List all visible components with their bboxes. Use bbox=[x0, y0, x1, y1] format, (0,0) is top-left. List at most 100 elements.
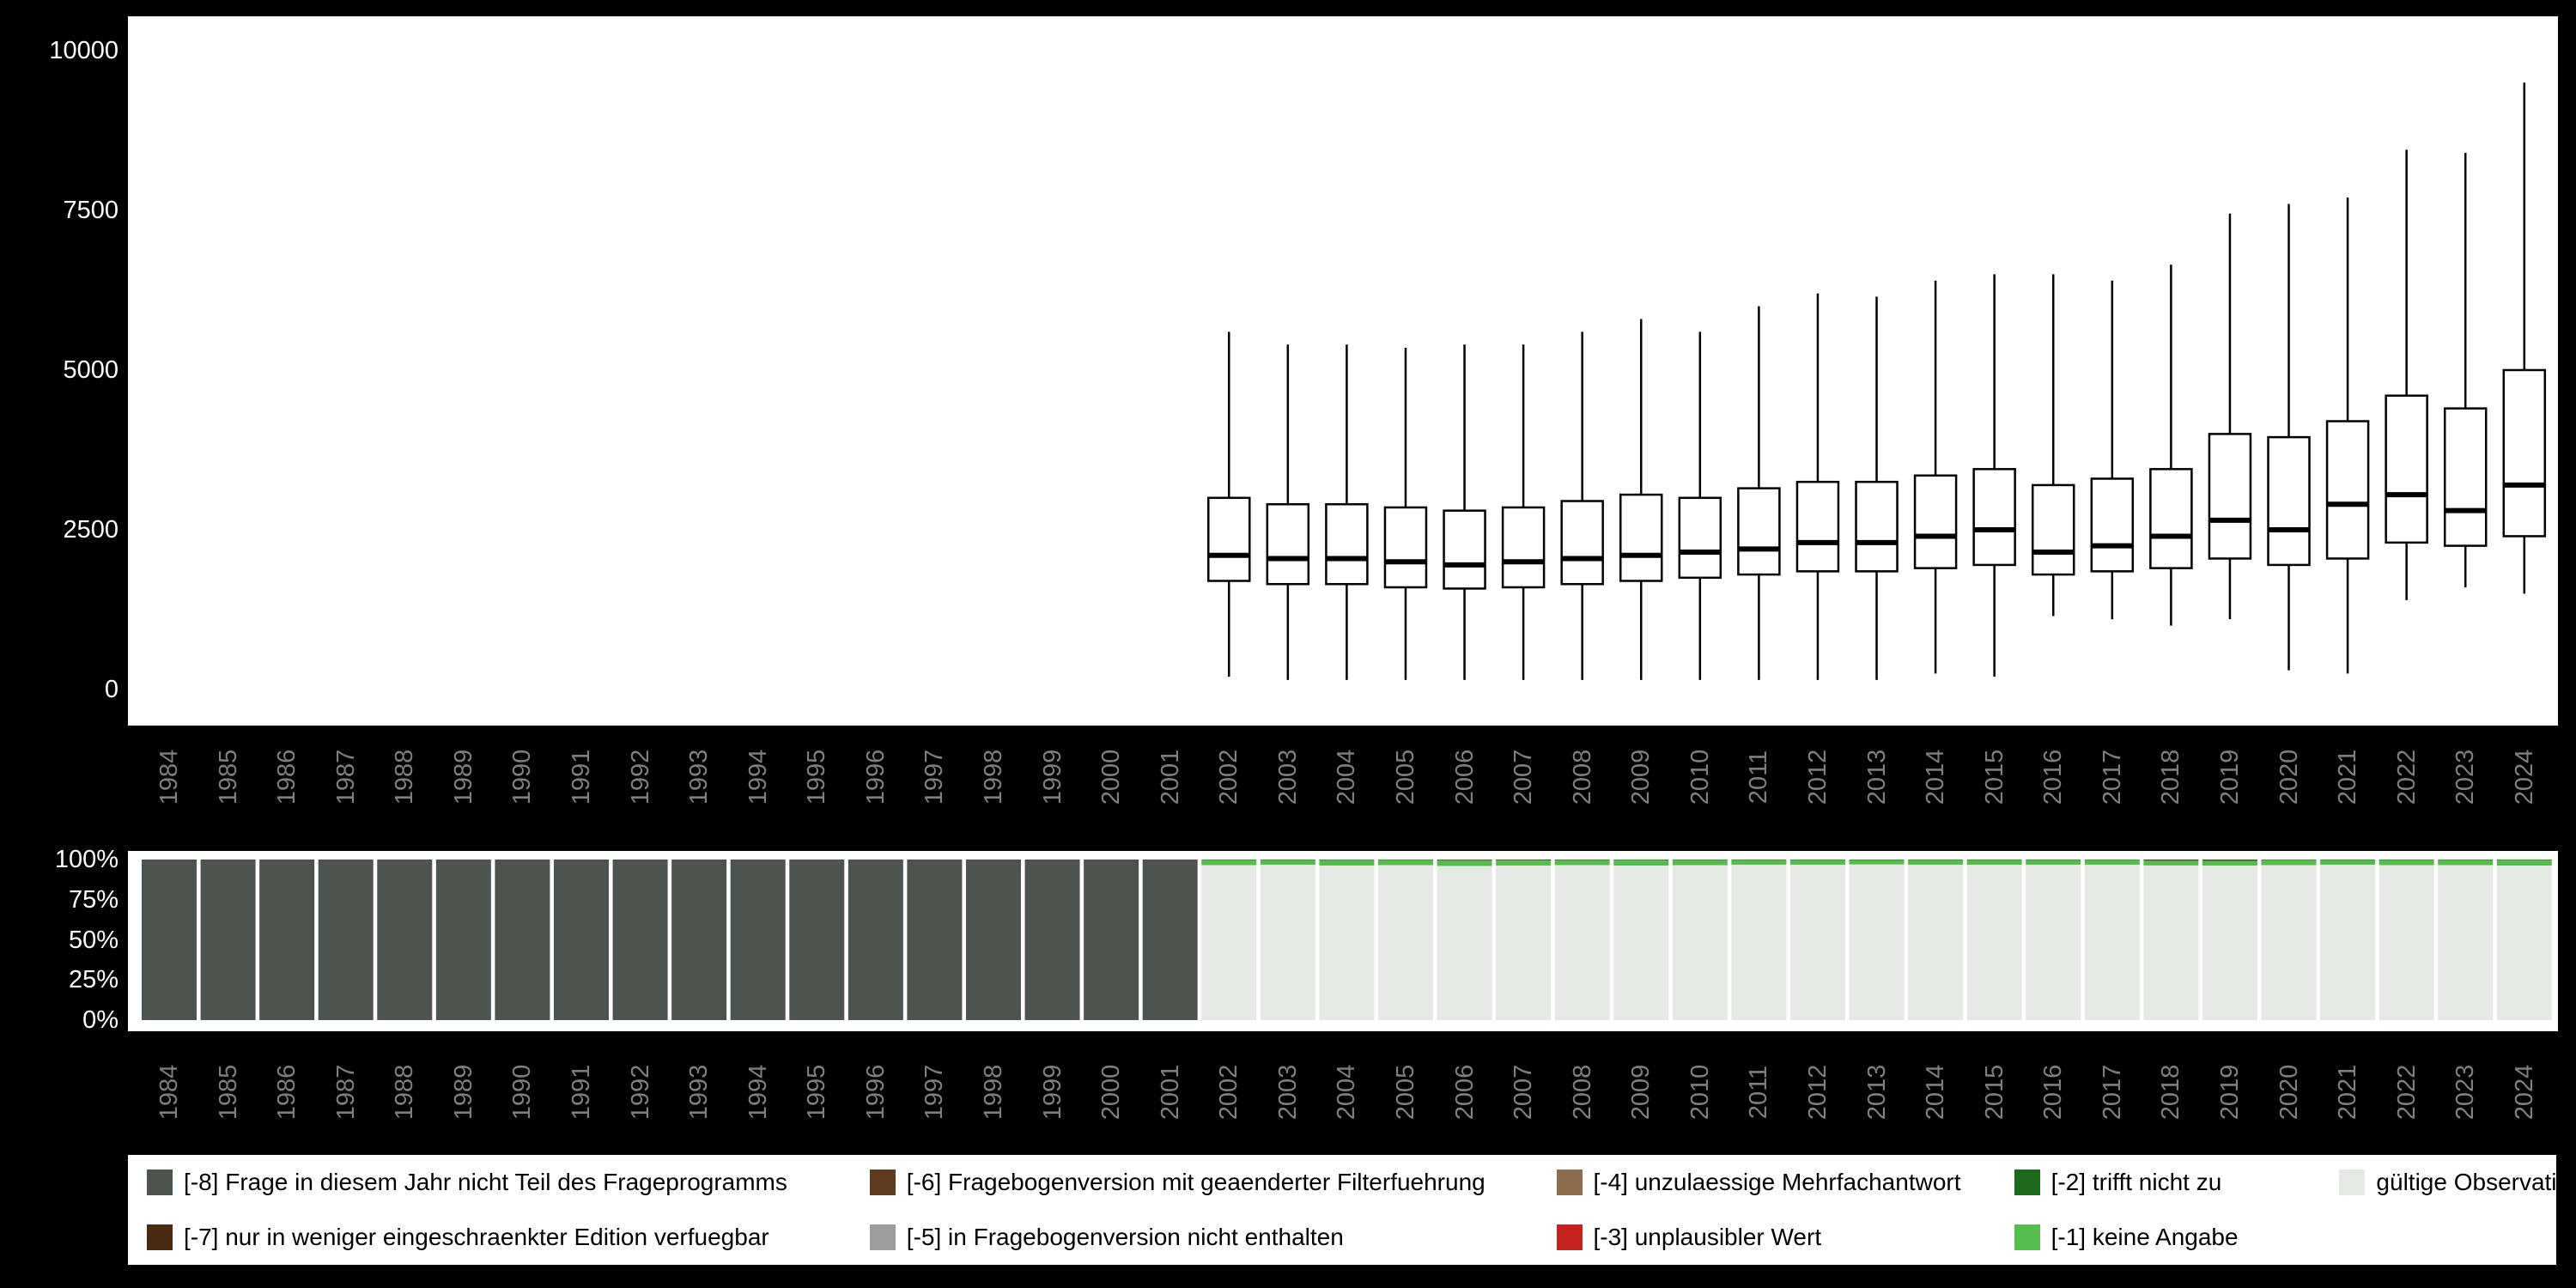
legend-item: [-1] keine Angabe bbox=[2014, 1224, 2340, 1251]
y-tick-label: 7500 bbox=[63, 197, 118, 224]
year-tick-label: 1987 bbox=[331, 1064, 360, 1121]
year-tick-label: 1991 bbox=[567, 749, 595, 805]
bar-segment-valid bbox=[1496, 866, 1552, 1020]
year-tick-label: 2014 bbox=[1922, 1064, 1950, 1121]
bar-segment--8 bbox=[730, 860, 786, 1020]
boxplot-panel bbox=[128, 16, 2558, 726]
y-tick-label: 0 bbox=[104, 676, 118, 703]
year-tick-label: 2003 bbox=[1273, 1064, 1302, 1121]
y-tick-label: 0% bbox=[82, 1006, 118, 1034]
bar-segment-valid bbox=[2379, 865, 2434, 1020]
boxplot-2008 bbox=[1560, 331, 1604, 680]
year-tick-label: 1994 bbox=[744, 749, 772, 805]
legend-swatch-icon bbox=[2014, 1224, 2040, 1250]
year-tick-label: 2009 bbox=[1627, 749, 1656, 805]
year-tick-label: 2016 bbox=[2039, 749, 2068, 805]
stacked-bar-2004 bbox=[1319, 860, 1375, 1020]
boxplot-2022 bbox=[2385, 149, 2428, 600]
year-tick-label: 2018 bbox=[2157, 749, 2185, 805]
stacked-bar-1992 bbox=[612, 860, 668, 1020]
boxplot-2013 bbox=[1855, 296, 1899, 680]
boxplot-svg bbox=[1207, 82, 2547, 680]
bar-segment-valid bbox=[1201, 865, 1257, 1020]
bar-segment--1 bbox=[2143, 860, 2199, 866]
year-tick-label: 2017 bbox=[2098, 749, 2126, 805]
stacked-bar-2022 bbox=[2379, 860, 2434, 1020]
bar-segment-valid bbox=[1966, 865, 2022, 1020]
year-tick-label: 2003 bbox=[1273, 749, 1302, 805]
stacked-bar-2006 bbox=[1437, 860, 1492, 1020]
bar-segment--8 bbox=[789, 860, 845, 1020]
legend: [-8] Frage in diesem Jahr nicht Teil des… bbox=[128, 1155, 2576, 1265]
boxplot-2021 bbox=[2325, 197, 2370, 674]
stacked-bar-1990 bbox=[495, 860, 550, 1020]
legend-swatch-icon bbox=[147, 1170, 173, 1195]
stacked-bar-2001 bbox=[1142, 860, 1198, 1020]
y-tick-label: 2500 bbox=[63, 516, 118, 544]
legend-label: [-2] trifft nicht zu bbox=[2050, 1169, 2222, 1195]
year-tick-label: 2013 bbox=[1862, 749, 1891, 805]
year-tick-label: 2002 bbox=[1215, 749, 1243, 805]
year-tick-label: 2005 bbox=[1391, 749, 1419, 805]
bar-segment--1 bbox=[2084, 860, 2140, 866]
legend-swatch-icon bbox=[2339, 1170, 2366, 1195]
stacked-bar-2007 bbox=[1496, 860, 1552, 1020]
boxplot-2020 bbox=[2267, 204, 2311, 671]
missings-panel bbox=[128, 851, 2558, 1031]
boxplot-2007 bbox=[1501, 344, 1546, 680]
stacked-bar-1989 bbox=[435, 860, 491, 1020]
year-tick-label: 2020 bbox=[2275, 749, 2303, 805]
stacked-bar-svg bbox=[142, 860, 2552, 1020]
year-tick-label: 2001 bbox=[1156, 1064, 1184, 1121]
y-tick-label: 75% bbox=[68, 885, 118, 914]
year-tick-label: 2018 bbox=[2157, 1064, 2185, 1121]
year-tick-label: 2002 bbox=[1215, 1064, 1243, 1121]
boxplot-2024 bbox=[2502, 82, 2547, 594]
boxplot-2023 bbox=[2443, 153, 2488, 587]
bar-segment--1 bbox=[1437, 860, 1492, 866]
bar-segment--8 bbox=[612, 860, 668, 1020]
year-tick-label: 2015 bbox=[1980, 749, 2008, 805]
stacked-bar-2011 bbox=[1731, 860, 1787, 1020]
bar-segment--8 bbox=[200, 860, 256, 1020]
stacked-bar-1988 bbox=[377, 860, 433, 1020]
year-tick-label: 2017 bbox=[2098, 1064, 2126, 1121]
year-tick-label: 1997 bbox=[920, 749, 949, 805]
year-tick-label: 1998 bbox=[979, 1064, 1007, 1121]
year-tick-label: 1989 bbox=[449, 749, 477, 805]
bar-segment--1 bbox=[1260, 860, 1315, 866]
boxplot-2017 bbox=[2090, 280, 2135, 620]
bar-segment--8 bbox=[553, 860, 609, 1020]
year-tick-label: 1987 bbox=[331, 749, 360, 805]
bar-segment--1 bbox=[1554, 860, 1610, 866]
stacked-bar-2016 bbox=[2026, 860, 2081, 1020]
year-tick-label: 2001 bbox=[1156, 749, 1184, 805]
bar-segment-valid bbox=[1260, 865, 1315, 1020]
bar-segment-valid bbox=[1437, 866, 1492, 1020]
bar-segment--8 bbox=[318, 860, 374, 1020]
legend-label: [-1] keine Angabe bbox=[2050, 1224, 2239, 1250]
boxplot-2015 bbox=[1972, 274, 2016, 677]
year-tick-label: 2012 bbox=[1803, 749, 1832, 805]
bar-segment--1 bbox=[2202, 860, 2257, 866]
boxplot-2006 bbox=[1443, 344, 1486, 680]
stacked-bar-1987 bbox=[318, 860, 374, 1020]
stacked-bar-2014 bbox=[1908, 860, 1964, 1020]
year-tick-label: 1993 bbox=[685, 749, 714, 805]
bar-segment--1 bbox=[2496, 860, 2552, 866]
year-tick-label: 2000 bbox=[1097, 749, 1126, 805]
bar-segment--8 bbox=[848, 860, 903, 1020]
boxplot-2003 bbox=[1266, 344, 1310, 680]
y-tick-label: 10000 bbox=[49, 37, 118, 64]
stacked-bar-1999 bbox=[1024, 860, 1080, 1020]
bar-segment-valid bbox=[1789, 865, 1845, 1020]
year-tick-label: 1989 bbox=[449, 1064, 477, 1121]
stacked-bar-2019 bbox=[2202, 860, 2257, 1020]
bar-segment--1 bbox=[1908, 860, 1964, 866]
bar-segment-valid bbox=[1908, 865, 1964, 1020]
bar-segment--1 bbox=[2320, 860, 2376, 866]
year-tick-label: 1988 bbox=[391, 749, 419, 805]
legend-item: [-6] Fragebogenversion mit geaenderter F… bbox=[869, 1169, 1557, 1196]
year-tick-label: 1997 bbox=[920, 1064, 949, 1121]
legend-swatch-icon bbox=[147, 1224, 173, 1250]
